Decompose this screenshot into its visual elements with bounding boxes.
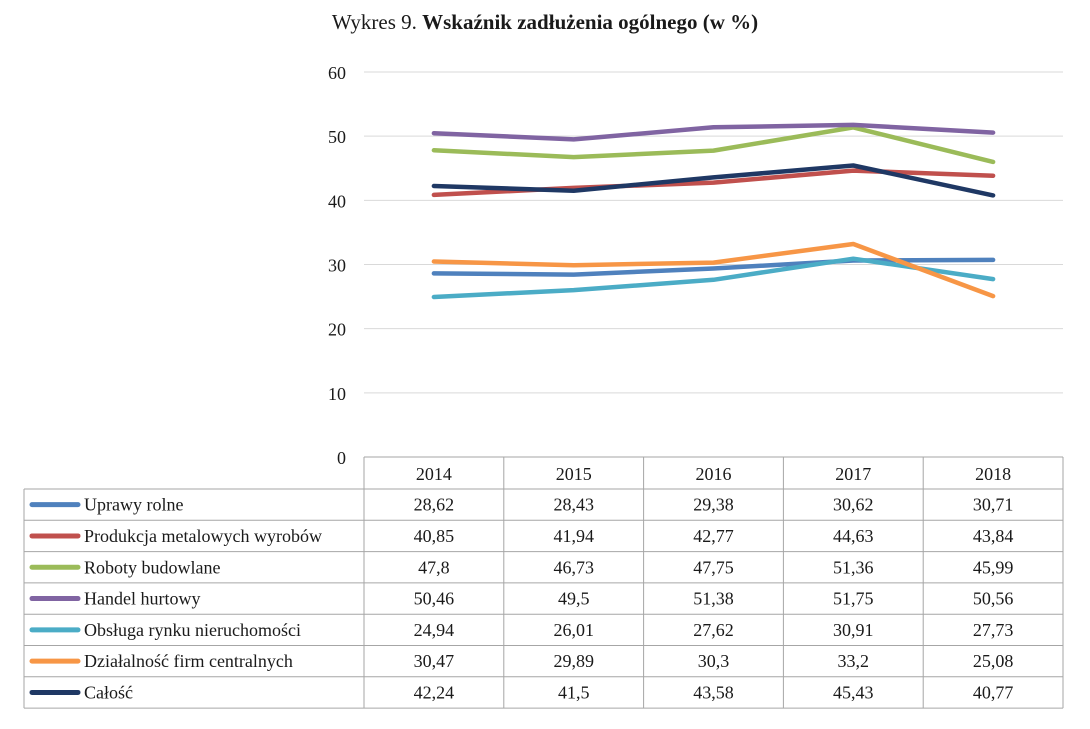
data-label-produkcja-metalowych-wyrobow-2018: 43,84 bbox=[973, 526, 1014, 546]
data-label-uprawy-rolne-2018: 30,71 bbox=[973, 495, 1014, 515]
data-label-roboty-budowlane-2016: 47,75 bbox=[693, 557, 734, 577]
y-tick-label-20: 20 bbox=[328, 320, 346, 340]
data-label-dzialalnosc-firm-centralnych-2017: 33,2 bbox=[838, 651, 870, 671]
data-label-produkcja-metalowych-wyrobow-2015: 41,94 bbox=[553, 526, 594, 546]
x-tick-label-2016: 2016 bbox=[696, 464, 732, 484]
y-axis: 0 10 20 30 40 50 60 bbox=[328, 63, 346, 468]
chart-title-main: Wskaźnik zadłużenia ogólnego (w %) bbox=[422, 10, 759, 34]
data-label-uprawy-rolne-2014: 28,62 bbox=[414, 495, 455, 515]
series-line-obsluga-rynku-nieruchomosci bbox=[431, 256, 996, 300]
y-tick-label-10: 10 bbox=[328, 384, 346, 404]
series-line-calosc bbox=[431, 163, 996, 198]
x-tick-label-2014: 2014 bbox=[416, 464, 452, 484]
y-tick-label-0: 0 bbox=[337, 448, 346, 468]
data-label-calosc-2016: 43,58 bbox=[693, 682, 734, 702]
data-label-produkcja-metalowych-wyrobow-2017: 44,63 bbox=[833, 526, 874, 546]
data-label-dzialalnosc-firm-centralnych-2014: 30,47 bbox=[414, 651, 455, 671]
data-label-produkcja-metalowych-wyrobow-2014: 40,85 bbox=[414, 526, 455, 546]
series-line-handel-hurtowy bbox=[431, 122, 996, 142]
y-tick-label-50: 50 bbox=[328, 127, 346, 147]
legend-label-calosc: Całość bbox=[84, 682, 133, 702]
data-label-dzialalnosc-firm-centralnych-2015: 29,89 bbox=[553, 651, 594, 671]
chart-title: Wykres 9. Wskaźnik zadłużenia ogólnego (… bbox=[0, 10, 1090, 35]
data-label-roboty-budowlane-2015: 46,73 bbox=[553, 557, 594, 577]
data-table: 2014 2015 2016 2017 2018 Uprawy rolne 28,62 28,… bbox=[23, 456, 1064, 709]
legend-label-obsluga-rynku-nieruchomosci: Obsługa rynku nieruchomości bbox=[84, 620, 301, 640]
data-label-obsluga-rynku-nieruchomosci-2014: 24,94 bbox=[414, 620, 455, 640]
legend-label-roboty-budowlane: Roboty budowlane bbox=[84, 557, 221, 577]
data-label-uprawy-rolne-2016: 29,38 bbox=[693, 495, 734, 515]
legend-label-dzialalnosc-firm-centralnych: Działalność firm centralnych bbox=[84, 651, 293, 671]
data-label-obsluga-rynku-nieruchomosci-2017: 30,91 bbox=[833, 620, 874, 640]
data-label-handel-hurtowy-2018: 50,56 bbox=[973, 589, 1014, 609]
series-line-produkcja-metalowych-wyrobow bbox=[431, 168, 996, 198]
legend-label-produkcja-metalowych-wyrobow: Produkcja metalowych wyrobów bbox=[84, 526, 322, 546]
data-label-handel-hurtowy-2015: 49,5 bbox=[558, 589, 590, 609]
data-label-calosc-2017: 45,43 bbox=[833, 682, 874, 702]
legend-label-uprawy-rolne: Uprawy rolne bbox=[84, 495, 183, 515]
x-tick-label-2015: 2015 bbox=[556, 464, 592, 484]
data-label-uprawy-rolne-2015: 28,43 bbox=[553, 495, 594, 515]
gridlines bbox=[364, 71, 1063, 394]
x-tick-label-2017: 2017 bbox=[835, 464, 871, 484]
data-label-roboty-budowlane-2014: 47,8 bbox=[418, 557, 450, 577]
y-tick-label-30: 30 bbox=[328, 256, 346, 276]
data-label-roboty-budowlane-2017: 51,36 bbox=[833, 557, 874, 577]
data-label-dzialalnosc-firm-centralnych-2016: 30,3 bbox=[698, 651, 730, 671]
series-line-roboty-budowlane bbox=[431, 125, 996, 165]
data-label-uprawy-rolne-2017: 30,62 bbox=[833, 495, 874, 515]
series-lines bbox=[431, 122, 996, 300]
data-label-dzialalnosc-firm-centralnych-2018: 25,08 bbox=[973, 651, 1014, 671]
data-label-calosc-2018: 40,77 bbox=[973, 682, 1014, 702]
data-label-handel-hurtowy-2017: 51,75 bbox=[833, 589, 874, 609]
data-label-obsluga-rynku-nieruchomosci-2015: 26,01 bbox=[553, 620, 594, 640]
data-label-calosc-2015: 41,5 bbox=[558, 682, 590, 702]
series-line-dzialalnosc-firm-centralnych bbox=[431, 241, 996, 299]
data-label-produkcja-metalowych-wyrobow-2016: 42,77 bbox=[693, 526, 734, 546]
x-tick-label-2018: 2018 bbox=[975, 464, 1011, 484]
data-label-calosc-2014: 42,24 bbox=[414, 682, 455, 702]
data-label-obsluga-rynku-nieruchomosci-2016: 27,62 bbox=[693, 620, 734, 640]
legend-label-handel-hurtowy: Handel hurtowy bbox=[84, 589, 200, 609]
y-tick-label-60: 60 bbox=[328, 63, 346, 83]
data-label-roboty-budowlane-2018: 45,99 bbox=[973, 557, 1014, 577]
y-tick-label-40: 40 bbox=[328, 191, 346, 211]
chart-title-lead: Wykres 9. bbox=[331, 10, 417, 34]
data-label-handel-hurtowy-2014: 50,46 bbox=[414, 589, 455, 609]
data-label-obsluga-rynku-nieruchomosci-2018: 27,73 bbox=[973, 620, 1014, 640]
data-label-handel-hurtowy-2016: 51,38 bbox=[693, 589, 734, 609]
